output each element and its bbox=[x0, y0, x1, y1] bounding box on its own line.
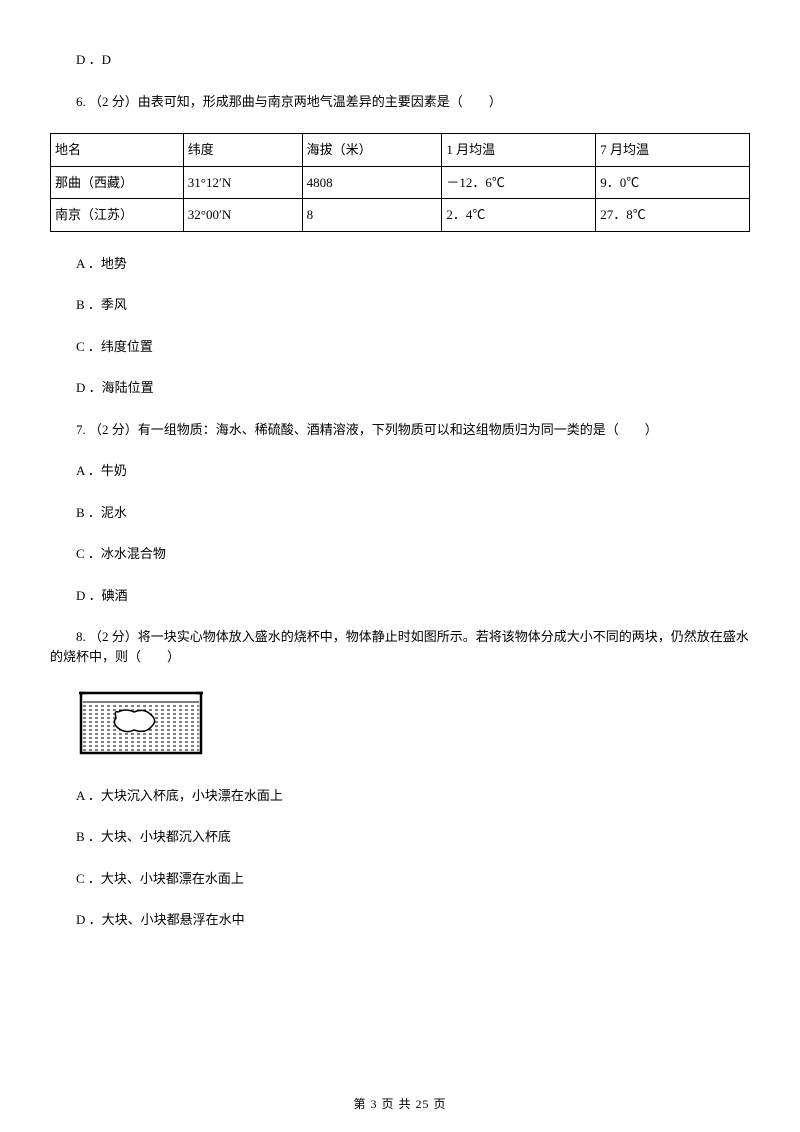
table-header: 海拔（米） bbox=[302, 134, 442, 167]
table-cell: 那曲（西藏） bbox=[51, 166, 184, 199]
table-cell: 2．4℃ bbox=[442, 199, 596, 232]
table-cell: 8 bbox=[302, 199, 442, 232]
table-header: 1 月均温 bbox=[442, 134, 596, 167]
q6-option-b: B ．季风 bbox=[50, 295, 750, 315]
beaker-icon bbox=[76, 688, 206, 758]
table-header-row: 地名 纬度 海拔（米） 1 月均温 7 月均温 bbox=[51, 134, 750, 167]
table-row: 那曲（西藏） 31°12′N 4808 －12．6℃ 9．0℃ bbox=[51, 166, 750, 199]
q8-option-c: C ．大块、小块都漂在水面上 bbox=[50, 869, 750, 889]
q7-stem: 7. （2 分）有一组物质：海水、稀硫酸、酒精溶液，下列物质可以和这组物质归为同… bbox=[50, 420, 750, 440]
table-header: 地名 bbox=[51, 134, 184, 167]
q8-option-b: B ．大块、小块都沉入杯底 bbox=[50, 827, 750, 847]
table-cell: 南京（江苏） bbox=[51, 199, 184, 232]
table-cell: 4808 bbox=[302, 166, 442, 199]
q8-figure bbox=[76, 688, 750, 764]
q6-stem: 6. （2 分）由表可知，形成那曲与南京两地气温差异的主要因素是（ ） bbox=[50, 92, 750, 112]
table-header: 纬度 bbox=[183, 134, 302, 167]
q5-option-d: D ．D bbox=[50, 50, 750, 70]
q7-option-a: A ．牛奶 bbox=[50, 461, 750, 481]
table-cell: 32°00′N bbox=[183, 199, 302, 232]
q6-option-c: C ．纬度位置 bbox=[50, 337, 750, 357]
table-cell: 9．0℃ bbox=[596, 166, 750, 199]
q7-option-c: C ．冰水混合物 bbox=[50, 544, 750, 564]
q6-table: 地名 纬度 海拔（米） 1 月均温 7 月均温 那曲（西藏） 31°12′N 4… bbox=[50, 133, 750, 232]
q8-option-d: D ．大块、小块都悬浮在水中 bbox=[50, 910, 750, 930]
table-row: 南京（江苏） 32°00′N 8 2．4℃ 27．8℃ bbox=[51, 199, 750, 232]
q8-stem: 8. （2 分）将一块实心物体放入盛水的烧杯中，物体静止时如图所示。若将该物体分… bbox=[50, 627, 750, 666]
q6-option-a: A ．地势 bbox=[50, 254, 750, 274]
q8-option-a: A ．大块沉入杯底，小块漂在水面上 bbox=[50, 786, 750, 806]
q7-option-b: B ．泥水 bbox=[50, 503, 750, 523]
table-header: 7 月均温 bbox=[596, 134, 750, 167]
table-cell: 27．8℃ bbox=[596, 199, 750, 232]
table-cell: －12．6℃ bbox=[442, 166, 596, 199]
q7-option-d: D ．碘酒 bbox=[50, 586, 750, 606]
table-cell: 31°12′N bbox=[183, 166, 302, 199]
q6-option-d: D ．海陆位置 bbox=[50, 378, 750, 398]
page-footer: 第 3 页 共 25 页 bbox=[0, 1095, 800, 1112]
